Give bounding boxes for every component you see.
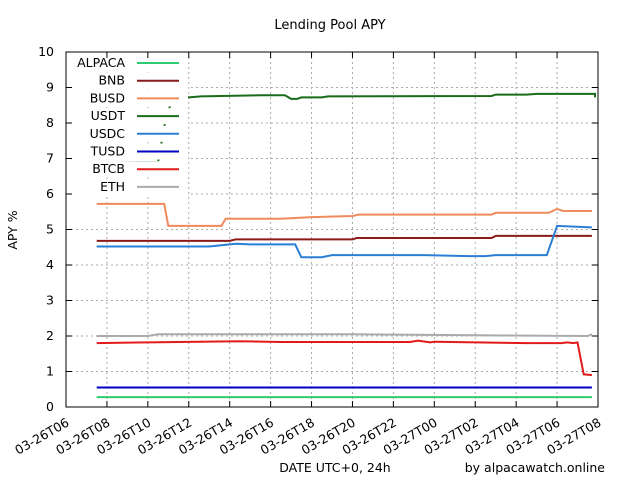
y-tick-label: 9 [46,80,54,95]
legend-label: BUSD [90,90,125,105]
y-tick-label: 5 [46,222,54,237]
y-tick-label: 0 [46,399,54,414]
legend-bg [70,178,188,195]
plot-frame [65,51,599,408]
legend-label: USDC [90,126,126,141]
legend-bg [70,72,188,89]
legend-label: USDT [91,108,126,123]
chart-title: Lending Pool APY [274,18,385,33]
legend-label: ETH [100,179,125,194]
series-line-eth [96,333,593,338]
y-tick-label: 3 [46,293,54,308]
y-tick-label: 6 [46,186,54,201]
y-tick-label: 1 [46,364,54,379]
legend-bg [70,55,188,71]
y-tick-label: 4 [46,257,54,272]
grid [66,52,598,407]
y-tick-label: 7 [46,151,54,166]
y-axis-label: APY % [5,210,20,249]
series-line-btcb [96,339,592,377]
series-line-busd [96,202,592,227]
credit-text: by alpacawatch.online [465,460,606,475]
y-tick-label: 2 [46,328,54,343]
legend-bg [70,125,188,142]
legend-bg [70,108,188,125]
y-tick-label: 10 [38,44,54,59]
x-axis-label: DATE UTC+0, 24h [279,460,390,475]
legend-bg [70,90,188,107]
legend-label: ALPACA [77,55,125,70]
y-tick-label: 8 [46,115,54,130]
legend-bg [70,143,188,160]
series-line-bnb [96,234,592,242]
legend-label: TUSD [90,144,125,159]
legend-label: BNB [98,73,125,88]
legend: ALPACA BNB BUSD USDT USDC TUSD BTCB ETH [70,55,188,195]
legend-bg [70,161,188,178]
series-line-usdc [96,224,592,259]
legend-label: BTCB [92,161,125,176]
